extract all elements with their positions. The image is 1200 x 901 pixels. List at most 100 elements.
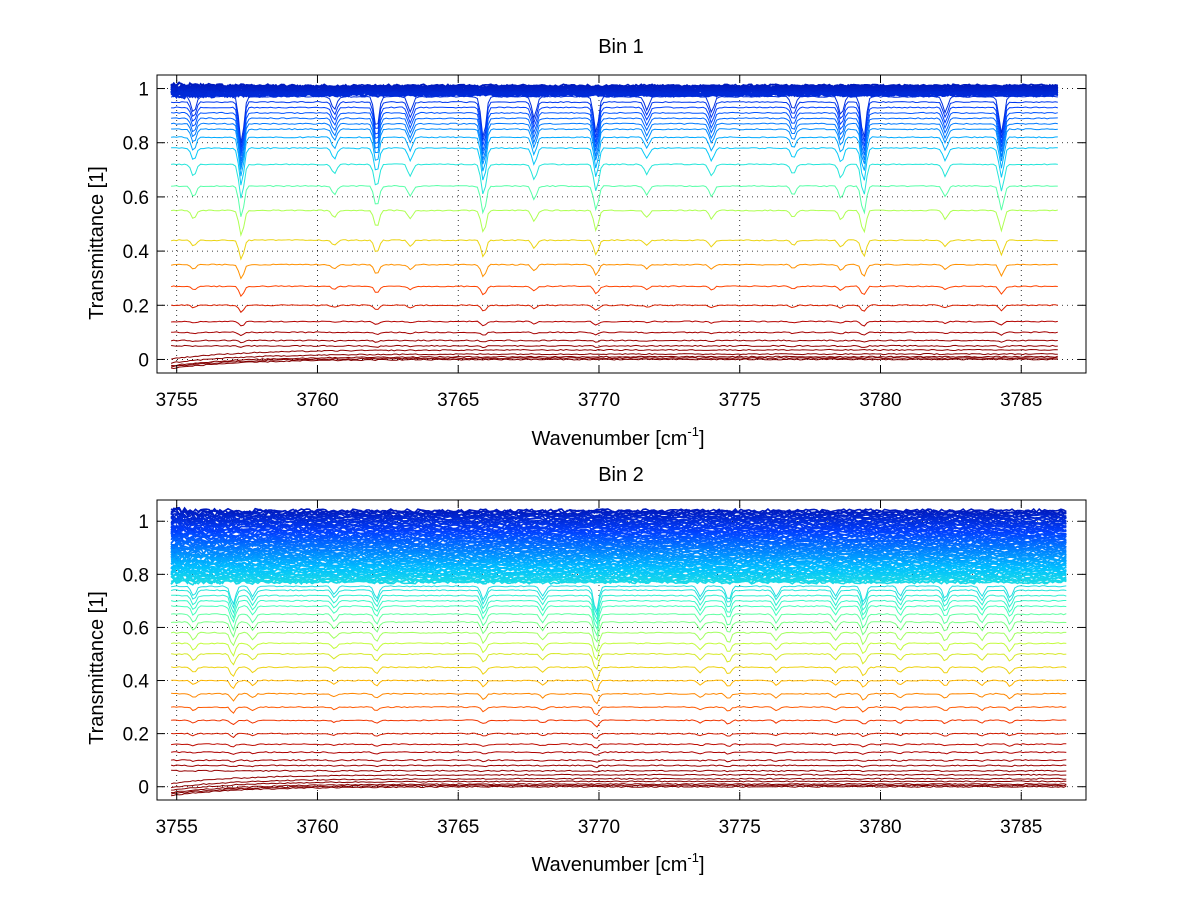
- series-line: [171, 147, 1058, 186]
- x-tick-label: 3765: [437, 390, 479, 411]
- axes-frame: [156, 74, 1087, 374]
- x-tick-label: 3765: [437, 817, 479, 838]
- series-line: [170, 352, 1058, 364]
- series-line: [170, 575, 1067, 583]
- series-line: [170, 605, 1067, 631]
- x-tick-label: 3770: [578, 390, 620, 411]
- series-line: [170, 515, 1067, 524]
- series-line: [170, 122, 1058, 166]
- series-line: [170, 589, 1067, 617]
- series-line: [171, 780, 1067, 791]
- y-tick-label: 0.4: [123, 672, 150, 693]
- y-tick-label: 0.2: [123, 296, 149, 317]
- x-tick-label: 3775: [719, 390, 761, 411]
- series-line: [171, 355, 1058, 367]
- series-line: [170, 565, 1067, 573]
- plot-title: Bin 2: [598, 464, 644, 486]
- series-line: [171, 128, 1058, 170]
- series-line: [171, 344, 1058, 349]
- series-line: [171, 751, 1067, 756]
- series-line: [170, 357, 1058, 368]
- x-tick-label: 3760: [296, 817, 338, 838]
- y-tick-label: 0.8: [123, 565, 149, 586]
- series-line: [171, 320, 1058, 327]
- x-axis-label: Wavenumber [cm-1]: [531, 850, 704, 876]
- series-line: [171, 111, 1058, 156]
- y-axis-label: Transmittance [1]: [86, 591, 108, 745]
- x-tick-label: 3760: [296, 390, 338, 411]
- series-line: [171, 594, 1067, 621]
- y-tick-label: 0.4: [123, 242, 150, 263]
- series-line: [171, 777, 1067, 789]
- series-line: [171, 621, 1067, 643]
- series-line: [171, 759, 1067, 763]
- x-tick-label: 3780: [859, 817, 901, 838]
- series-line: [170, 540, 1067, 549]
- x-tick-label: 3775: [719, 817, 761, 838]
- series-line: [170, 764, 1067, 769]
- series-line: [171, 782, 1067, 794]
- plot-title: Bin 1: [598, 36, 644, 58]
- series-line: [170, 348, 1058, 360]
- series-line: [171, 692, 1067, 705]
- series-line: [171, 732, 1067, 739]
- series-line: [170, 263, 1058, 280]
- y-tick-label: 0.8: [123, 134, 149, 155]
- series-line: [171, 136, 1058, 177]
- y-tick-label: 1: [138, 512, 149, 533]
- series-line: [171, 785, 1067, 797]
- series-line: [171, 513, 1067, 523]
- series-line: [171, 358, 1058, 370]
- x-tick-label: 3780: [859, 390, 901, 411]
- series-line: [171, 719, 1067, 728]
- series-line: [170, 784, 1067, 795]
- series-line: [170, 578, 1067, 586]
- y-tick-label: 0.6: [123, 618, 149, 639]
- series-line: [171, 743, 1067, 749]
- series-line: [171, 706, 1067, 716]
- series-line: [170, 631, 1067, 653]
- series-line: [171, 585, 1067, 614]
- x-tick-label: 3785: [1000, 817, 1042, 838]
- series-line: [170, 285, 1058, 298]
- x-tick-label: 3755: [156, 390, 198, 411]
- y-tick-label: 0: [138, 778, 149, 799]
- series-line: [170, 563, 1067, 570]
- series-line: [171, 209, 1058, 238]
- series-line: [171, 117, 1058, 162]
- y-axis-label: Transmittance [1]: [86, 166, 108, 320]
- series-line: [170, 523, 1067, 534]
- series-line: [171, 679, 1067, 693]
- series-line: [171, 331, 1058, 337]
- series-line: [171, 184, 1058, 217]
- x-tick-label: 3755: [156, 817, 198, 838]
- y-tick-label: 0.6: [123, 188, 149, 209]
- series-line: [170, 537, 1067, 545]
- x-axis-label: Wavenumber [cm-1]: [531, 424, 704, 450]
- y-tick-label: 1: [138, 80, 149, 101]
- x-tick-label: 3770: [578, 817, 620, 838]
- series-line: [171, 769, 1067, 773]
- series-line: [170, 95, 1058, 144]
- axes-frame: [156, 499, 1087, 801]
- series-line: [171, 106, 1058, 152]
- series-line: [171, 163, 1058, 199]
- ticks: 3755 3760 3765 3770 3775 3780 3785 0 0.2 0.4 0.6 0.…: [123, 500, 1086, 838]
- x-tick-label: 3785: [1000, 390, 1042, 411]
- series-line: [170, 239, 1058, 261]
- ticks: 3755 3760 3765 3770 3775 3780 3785 0 0.2 0.4 0.6 0.…: [123, 75, 1086, 411]
- series-line: [171, 101, 1058, 148]
- series-group: [170, 81, 1059, 370]
- series-line: [170, 773, 1067, 785]
- series-line: [170, 339, 1058, 344]
- series-line: [170, 599, 1067, 626]
- plot-bin-1: Bin 1 3755 3760 3765 3770 3775 3780 3785 0 0.2 0.…: [86, 36, 1087, 450]
- series-line: [170, 528, 1067, 538]
- series-line: [171, 304, 1058, 314]
- plot-bin-2: Bin 2 3755 3760 3765 3770 3775 3780 3785 0 0.2 0.…: [86, 464, 1087, 876]
- series-line: [170, 544, 1067, 552]
- series-line: [170, 527, 1067, 536]
- series-group: [170, 506, 1067, 797]
- series-line: [171, 652, 1067, 671]
